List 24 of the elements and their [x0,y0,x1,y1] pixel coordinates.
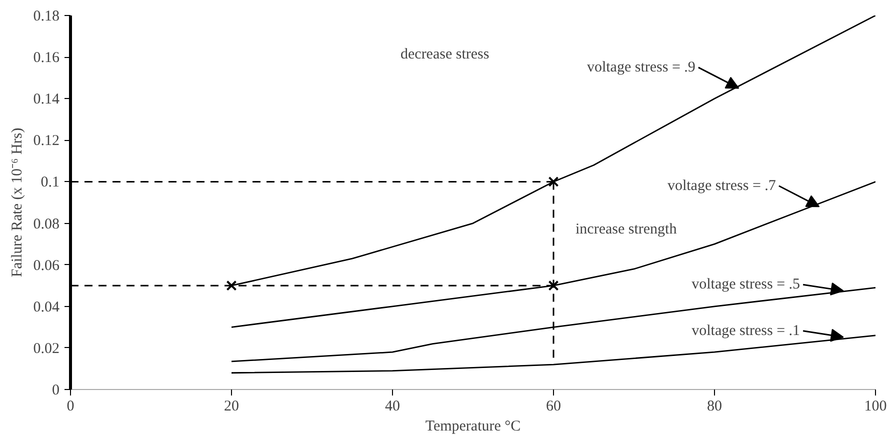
y-tick-label: 0 [52,382,60,398]
y-tick-label: 0.06 [33,258,60,274]
annotation: voltage stress = .1 [692,322,800,339]
y-tick-label: 0.18 [33,8,60,24]
annotation: increase strength [576,222,678,238]
y-tick-label: 0.12 [33,133,60,150]
x-tick-label: 80 [707,398,722,414]
y-axis-title: Failure Rate (x 10⁻⁶ Hrs) [9,128,26,278]
annotation: decrease stress [400,46,490,62]
y-tick-label: 0.16 [33,50,60,66]
x-tick-label: 40 [385,398,400,414]
y-tick-label: 0.04 [33,299,60,316]
y-tick-label: 0.08 [33,216,60,232]
x-axis-title: Temperature °C [425,418,521,434]
annotation: voltage stress = .9 [586,59,696,76]
x-tick-label: 100 [864,398,887,414]
x-tick-label: 60 [546,398,561,414]
y-tick-label: 0.1 [40,174,60,191]
y-tick-label: 0.02 [33,340,60,357]
annotation: voltage stress = .5 [692,276,800,293]
y-tick-label: 0.14 [33,92,60,108]
x-tick-label: 0 [66,398,74,414]
annotation: voltage stress = .7 [667,178,776,194]
x-tick-label: 20 [224,398,239,414]
